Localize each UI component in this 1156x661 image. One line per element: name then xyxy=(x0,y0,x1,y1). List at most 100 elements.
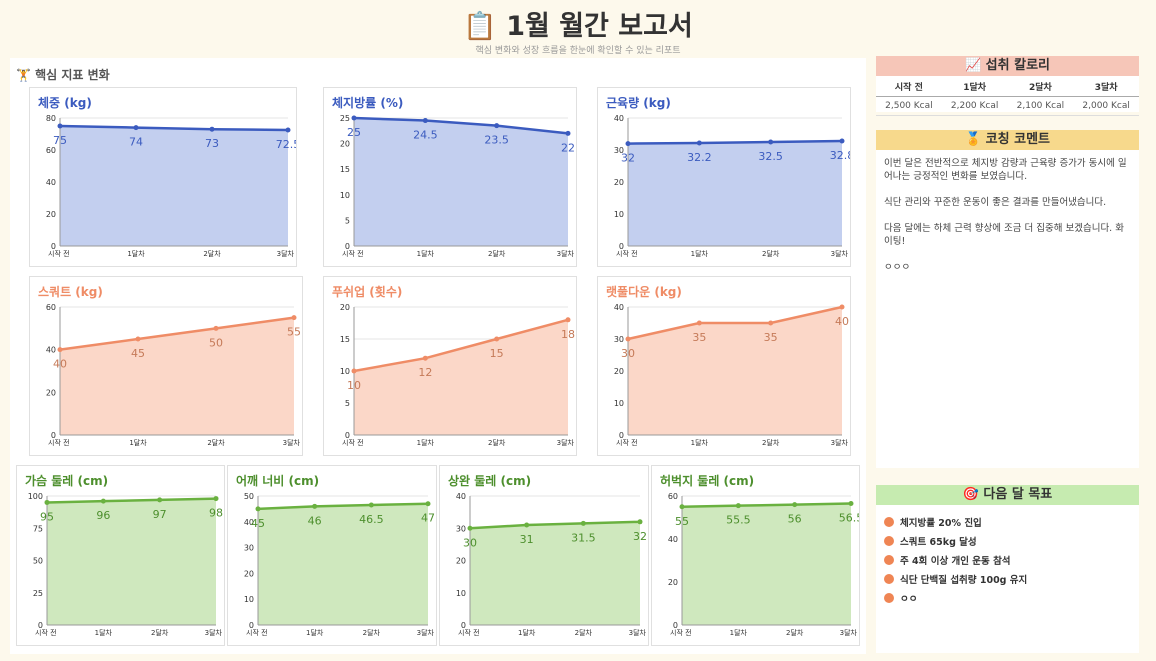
y-tick-label: 20 xyxy=(340,140,350,149)
area-fill xyxy=(60,126,288,246)
y-tick-label: 20 xyxy=(456,557,466,566)
data-label: 73 xyxy=(205,137,219,150)
x-tick-label: 1달차 xyxy=(127,249,145,258)
y-tick-label: 60 xyxy=(668,492,678,501)
y-tick-label: 20 xyxy=(614,178,624,187)
data-label: 22 xyxy=(561,141,575,154)
series-line xyxy=(46,497,217,504)
chart-card-body-fat: 0 5 10 15 20 25 25 24.5 23.5 22 시작 전 1달차 2달차 3달차 체지방률… xyxy=(323,87,577,267)
data-label: 47 xyxy=(421,512,435,525)
x-tick-label: 3달차 xyxy=(417,628,435,637)
list-item: 스쿼트 65kg 달성 xyxy=(884,531,1131,550)
data-label: 55.5 xyxy=(726,514,751,527)
y-tick-label: 0 xyxy=(38,621,43,630)
chart-card-shoulder: 0 10 20 30 40 50 45 46 46.5 47 시작 전 1달차 2달차 3달차 어깨 너비… xyxy=(227,465,437,646)
data-point xyxy=(425,501,431,507)
x-tick-label: 3달차 xyxy=(557,438,575,447)
x-tick-label: 2달차 xyxy=(207,438,225,447)
data-point xyxy=(422,118,428,124)
calorie-card: 📈 섭취 칼로리 시작 전 1달차 2달차 3달차 2,500 Kcal 2,2… xyxy=(876,56,1139,116)
chart-card-muscle: 0 10 20 30 40 32 32.2 32.5 32.8 시작 전 1달차 2달차 3달차 근육량… xyxy=(597,87,851,267)
data-point xyxy=(637,519,643,525)
data-label: 35 xyxy=(692,331,706,344)
x-tick-label: 3달차 xyxy=(840,628,858,637)
data-point xyxy=(625,141,631,147)
chart-card-chest: 0 25 50 75 100 95 96 97 98 시작 전 1달차 2달차 3달차 가슴 둘레 (c… xyxy=(16,465,225,646)
area-fill xyxy=(682,503,851,625)
data-point xyxy=(768,139,774,145)
data-point xyxy=(696,320,702,326)
coaching-paragraph: 이번 달은 전반적으로 체지방 감량과 근육량 증가가 동시에 일어나는 긍정적… xyxy=(884,158,1127,182)
chart-title: 어깨 너비 (cm) xyxy=(236,474,320,488)
goal-text: 식단 단백질 섭취량 100g 유지 xyxy=(900,574,1028,586)
y-tick-label: 75 xyxy=(33,524,43,533)
chart-card-thigh: 0 20 40 60 55 55.5 56 56.5 시작 전 1달차 2달차 3달차 허벅지 둘레 … xyxy=(651,465,860,646)
y-tick-label: 20 xyxy=(614,367,624,376)
area-fill xyxy=(354,118,568,246)
data-point xyxy=(467,525,473,531)
data-point xyxy=(565,130,571,136)
area-fill xyxy=(258,503,428,625)
y-tick-label: 20 xyxy=(668,578,678,587)
y-tick-label: 20 xyxy=(340,303,350,312)
coaching-paragraph: 다음 달에는 하체 근력 향상에 조금 더 집중해 보겠습니다. 화이팅! xyxy=(884,223,1124,247)
data-label: 35 xyxy=(764,331,778,344)
y-tick-label: 40 xyxy=(46,346,56,355)
chart-title: 체중 (kg) xyxy=(38,96,92,110)
x-tick-label: 시작 전 xyxy=(458,628,480,637)
report-title: 📋 1월 월간 보고서 xyxy=(463,11,693,42)
y-tick-label: 50 xyxy=(244,492,254,501)
chart-svg: 0 10 20 30 40 30 31 31.5 32 시작 전 1달차 2달차 3달차 xyxy=(456,492,647,637)
x-tick-label: 시작 전 xyxy=(342,249,364,258)
y-tick-label: 5 xyxy=(345,399,350,408)
data-point xyxy=(285,127,291,133)
data-point xyxy=(133,125,139,131)
data-label: 25 xyxy=(347,126,361,139)
data-point xyxy=(209,126,215,132)
x-tick-label: 시작 전 xyxy=(670,628,692,637)
chart-svg: 0 5 10 15 20 10 12 15 18 시작 전 1달차 2달차 3달차 xyxy=(340,303,575,447)
data-label: 32.5 xyxy=(758,150,783,163)
goal-list: 체지방률 20% 진입 스쿼트 65kg 달성 주 4회 이상 개인 운동 참석… xyxy=(876,505,1139,607)
chart-card-squat: 0 20 40 60 40 45 50 55 시작 전 1달차 2달차 3달차 스쿼트 (kg) xyxy=(29,276,303,456)
data-point xyxy=(524,522,530,528)
y-tick-label: 10 xyxy=(614,210,624,219)
x-tick-label: 2달차 xyxy=(786,628,804,637)
data-point xyxy=(351,368,357,374)
y-tick-label: 15 xyxy=(340,335,350,344)
goal-text: 주 4회 이상 개인 운동 참석 xyxy=(900,555,1011,567)
y-tick-label: 30 xyxy=(614,146,624,155)
y-tick-label: 25 xyxy=(33,589,43,598)
series-line xyxy=(59,316,295,351)
y-tick-label: 0 xyxy=(249,621,254,630)
coaching-paragraph: ㅇㅇㅇ xyxy=(884,262,911,273)
data-label: 32.2 xyxy=(687,151,712,164)
chart-title: 근육량 (kg) xyxy=(606,96,671,110)
y-tick-label: 0 xyxy=(51,242,56,251)
chart-card-upper-arm: 0 10 20 30 40 30 31 31.5 32 시작 전 1달차 2달차 3달차 상완 둘레 (… xyxy=(439,465,649,646)
series-line xyxy=(257,502,429,511)
y-tick-label: 40 xyxy=(614,114,624,123)
calorie-header: 📈 섭취 칼로리 xyxy=(876,56,1139,76)
area-fill xyxy=(354,319,568,435)
x-tick-label: 2달차 xyxy=(762,438,780,447)
area-fill xyxy=(628,307,842,435)
data-label: 55 xyxy=(675,515,689,528)
x-tick-label: 시작 전 xyxy=(616,249,638,258)
data-point xyxy=(625,336,631,342)
x-tick-label: 3달차 xyxy=(557,249,575,258)
data-point xyxy=(580,520,586,526)
data-point xyxy=(312,503,318,509)
x-tick-label: 시작 전 xyxy=(48,249,70,258)
y-tick-label: 10 xyxy=(340,367,350,376)
data-point xyxy=(255,506,261,512)
chart-card-lat-pulldown: 0 10 20 30 40 30 35 35 40 시작 전 1달차 2달차 3달차 랫풀다운 (kg) xyxy=(597,276,851,456)
data-label: 12 xyxy=(418,366,432,379)
data-point xyxy=(135,336,141,342)
x-tick-label: 1달차 xyxy=(691,249,709,258)
data-label: 97 xyxy=(153,508,167,521)
goal-text: 스쿼트 65kg 달성 xyxy=(900,536,977,548)
chart-title: 랫풀다운 (kg) xyxy=(606,285,682,299)
x-tick-label: 2달차 xyxy=(762,249,780,258)
